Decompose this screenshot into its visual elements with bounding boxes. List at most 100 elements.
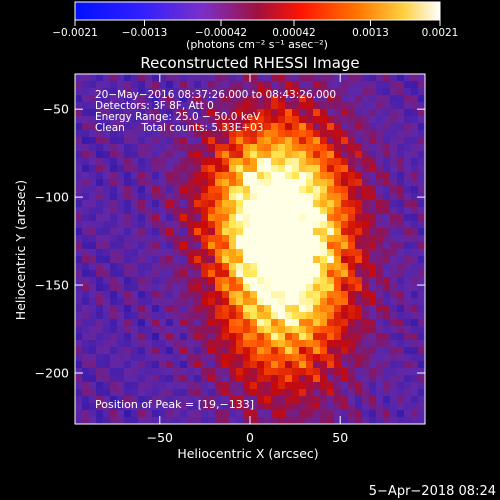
heatmap-cell	[285, 354, 293, 362]
heatmap-cell	[173, 389, 181, 397]
heatmap-cell	[355, 375, 363, 383]
heatmap-cell	[278, 291, 286, 299]
colorbar-ticks: −0.0021 −0.0013 −0.00042 0.00042 0.0013 0.002…	[52, 20, 458, 39]
heatmap-cell	[341, 291, 349, 299]
heatmap-cell	[201, 298, 209, 306]
heatmap-cell	[117, 81, 125, 89]
heatmap-cell	[369, 361, 377, 369]
heatmap-cell	[215, 165, 223, 173]
heatmap-cell	[110, 403, 118, 411]
heatmap-cell	[299, 109, 307, 117]
heatmap-cell	[166, 389, 174, 397]
heatmap-cell	[264, 88, 272, 96]
heatmap-cell	[131, 382, 139, 390]
heatmap-cell	[138, 319, 146, 327]
heatmap-cell	[271, 403, 279, 411]
heatmap-cell	[348, 326, 356, 334]
heatmap-cell	[103, 179, 111, 187]
heatmap-cell	[362, 235, 370, 243]
heatmap-cell	[145, 263, 153, 271]
heatmap-cell	[418, 354, 425, 362]
heatmap-cell	[411, 221, 419, 229]
heatmap-cell	[89, 382, 97, 390]
heatmap-cell	[124, 333, 132, 341]
heatmap-cell	[250, 221, 258, 229]
heatmap-cell	[243, 200, 251, 208]
heatmap-cell	[82, 165, 90, 173]
heatmap-cell	[89, 214, 97, 222]
heatmap-cell	[208, 81, 216, 89]
heatmap-cell	[96, 375, 104, 383]
heatmap-cell	[159, 151, 167, 159]
heatmap-cell	[334, 88, 342, 96]
colorbar-tick-label: 0.00042	[272, 27, 315, 39]
heatmap-cell	[369, 298, 377, 306]
heatmap-cell	[89, 319, 97, 327]
heatmap-cell	[257, 95, 265, 103]
heatmap-cell	[96, 123, 104, 131]
heatmap-cell	[390, 221, 398, 229]
heatmap-cell	[369, 403, 377, 411]
heatmap-cell	[138, 130, 146, 138]
heatmap-cell	[327, 74, 335, 82]
heatmap-cell	[334, 326, 342, 334]
heatmap-cell	[355, 361, 363, 369]
heatmap-cell	[355, 382, 363, 390]
heatmap-cell	[145, 207, 153, 215]
heatmap-cell	[159, 319, 167, 327]
heatmap-cell	[418, 207, 425, 215]
heatmap-cell	[306, 263, 314, 271]
heatmap-cell	[418, 263, 425, 271]
heatmap-cell	[278, 382, 286, 390]
heatmap-cell	[299, 144, 307, 152]
heatmap-cell	[194, 277, 202, 285]
heatmap-cell	[306, 389, 314, 397]
heatmap-cell	[355, 207, 363, 215]
heatmap-cell	[138, 347, 146, 355]
heatmap-cell	[236, 88, 244, 96]
heatmap-cell	[117, 333, 125, 341]
heatmap-cell	[89, 361, 97, 369]
heatmap-cell	[75, 410, 83, 418]
heatmap-cell	[369, 284, 377, 292]
heatmap-cell	[369, 179, 377, 187]
heatmap-cell	[187, 221, 195, 229]
heatmap-cell	[96, 172, 104, 180]
heatmap-cell	[313, 361, 321, 369]
heatmap-cell	[362, 151, 370, 159]
heatmap-cell	[334, 277, 342, 285]
heatmap-cell	[215, 123, 223, 131]
heatmap-cell	[306, 326, 314, 334]
heatmap-cell	[173, 130, 181, 138]
heatmap-cell	[194, 256, 202, 264]
heatmap-cell	[320, 249, 328, 257]
heatmap-cell	[215, 109, 223, 117]
heatmap-cell	[369, 263, 377, 271]
heatmap-cell	[110, 123, 118, 131]
heatmap-cell	[404, 382, 412, 390]
heatmap-cell	[96, 333, 104, 341]
heatmap-cell	[208, 123, 216, 131]
heatmap-cell	[236, 382, 244, 390]
heatmap-cell	[264, 186, 272, 194]
heatmap-cell	[355, 88, 363, 96]
heatmap-cell	[145, 417, 153, 424]
heatmap-cell	[96, 242, 104, 250]
heatmap-cell	[124, 214, 132, 222]
heatmap-cell	[348, 354, 356, 362]
heatmap-cell	[229, 81, 237, 89]
heatmap-cell	[411, 312, 419, 320]
heatmap-cell	[201, 207, 209, 215]
heatmap-cell	[145, 361, 153, 369]
heatmap-cell	[173, 165, 181, 173]
heatmap-cell	[243, 291, 251, 299]
heatmap-cell	[299, 389, 307, 397]
heatmap-cell	[187, 249, 195, 257]
heatmap-cell	[257, 130, 265, 138]
heatmap-cell	[110, 172, 118, 180]
heatmap-cell	[201, 305, 209, 313]
heatmap-cell	[124, 298, 132, 306]
heatmap-cell	[334, 130, 342, 138]
heatmap-cell	[229, 221, 237, 229]
heatmap-cell	[341, 333, 349, 341]
